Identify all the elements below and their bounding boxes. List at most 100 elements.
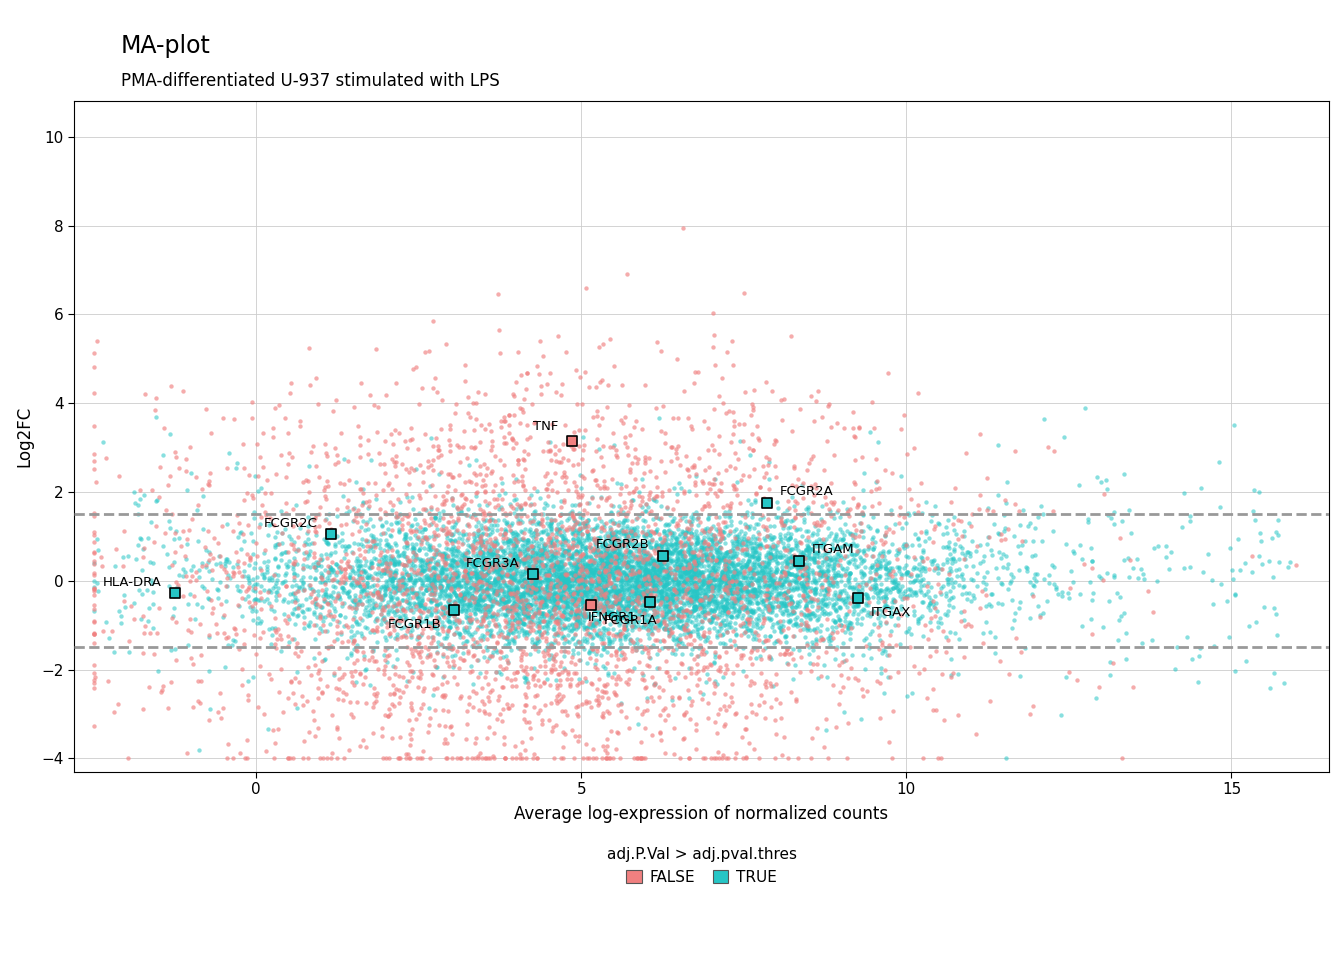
Point — [796, 636, 817, 651]
Point — [945, 562, 966, 577]
Point — [594, 587, 616, 602]
Point — [621, 578, 642, 593]
Point — [560, 655, 582, 670]
Point — [472, 591, 493, 607]
Point — [485, 616, 507, 632]
Point — [488, 616, 509, 632]
Point — [1106, 632, 1128, 647]
Point — [823, 588, 844, 603]
Point — [585, 535, 606, 550]
Point — [790, 606, 812, 621]
Point — [739, 612, 761, 627]
Point — [724, 566, 746, 582]
Point — [933, 540, 954, 555]
Point — [253, 554, 274, 569]
Point — [165, 614, 187, 630]
Point — [813, 463, 835, 478]
Point — [448, 557, 469, 572]
Point — [668, 608, 689, 623]
Point — [921, 579, 942, 594]
Point — [746, 542, 767, 558]
Point — [646, 582, 668, 597]
Point — [327, 590, 348, 606]
Point — [660, 603, 681, 618]
Point — [370, 533, 391, 548]
Point — [581, 565, 602, 581]
Point — [536, 613, 558, 629]
Point — [445, 587, 466, 602]
Point — [750, 536, 771, 551]
Point — [853, 602, 875, 617]
Point — [915, 690, 937, 706]
Point — [179, 612, 200, 627]
Point — [476, 626, 497, 641]
Point — [723, 568, 745, 584]
Point — [715, 561, 737, 576]
Point — [665, 530, 687, 545]
Point — [696, 568, 718, 584]
Point — [563, 518, 585, 534]
Point — [499, 533, 520, 548]
Point — [444, 570, 465, 586]
Point — [375, 388, 396, 403]
Point — [607, 586, 629, 601]
Point — [543, 512, 564, 527]
Point — [956, 591, 977, 607]
Point — [266, 572, 288, 588]
Point — [492, 630, 513, 645]
Point — [349, 481, 371, 496]
Point — [277, 638, 298, 654]
Point — [663, 615, 684, 631]
Point — [469, 572, 491, 588]
Point — [296, 544, 317, 560]
Point — [484, 671, 505, 686]
Point — [661, 540, 683, 556]
Point — [688, 587, 710, 602]
Point — [918, 531, 939, 546]
Point — [573, 605, 594, 620]
Point — [632, 586, 653, 601]
Point — [444, 608, 465, 623]
Point — [208, 555, 230, 570]
Point — [544, 564, 566, 579]
Point — [765, 469, 786, 485]
Point — [656, 607, 677, 622]
Point — [703, 588, 724, 604]
Point — [504, 612, 526, 628]
Point — [579, 558, 601, 573]
Point — [704, 588, 726, 604]
Point — [657, 612, 679, 627]
Point — [613, 628, 634, 643]
Point — [375, 643, 396, 659]
Point — [504, 561, 526, 576]
Point — [401, 555, 422, 570]
Point — [829, 588, 851, 604]
Point — [394, 604, 415, 619]
Point — [473, 703, 495, 718]
Point — [489, 346, 511, 361]
Point — [571, 451, 593, 467]
Point — [464, 596, 485, 612]
Point — [704, 644, 726, 660]
Point — [755, 374, 777, 390]
Point — [839, 615, 860, 631]
Point — [263, 517, 285, 533]
Point — [468, 653, 489, 668]
Point — [497, 580, 519, 595]
Point — [749, 540, 770, 556]
Point — [852, 543, 874, 559]
Point — [640, 575, 661, 590]
Point — [823, 578, 844, 593]
Point — [634, 567, 656, 583]
Point — [626, 574, 648, 589]
Point — [559, 610, 581, 625]
Point — [484, 499, 505, 515]
Point — [375, 588, 396, 603]
Point — [595, 580, 617, 595]
Point — [574, 365, 595, 380]
Point — [472, 579, 493, 594]
Point — [527, 706, 548, 721]
Point — [793, 621, 814, 636]
Point — [656, 527, 677, 542]
Point — [763, 580, 785, 595]
